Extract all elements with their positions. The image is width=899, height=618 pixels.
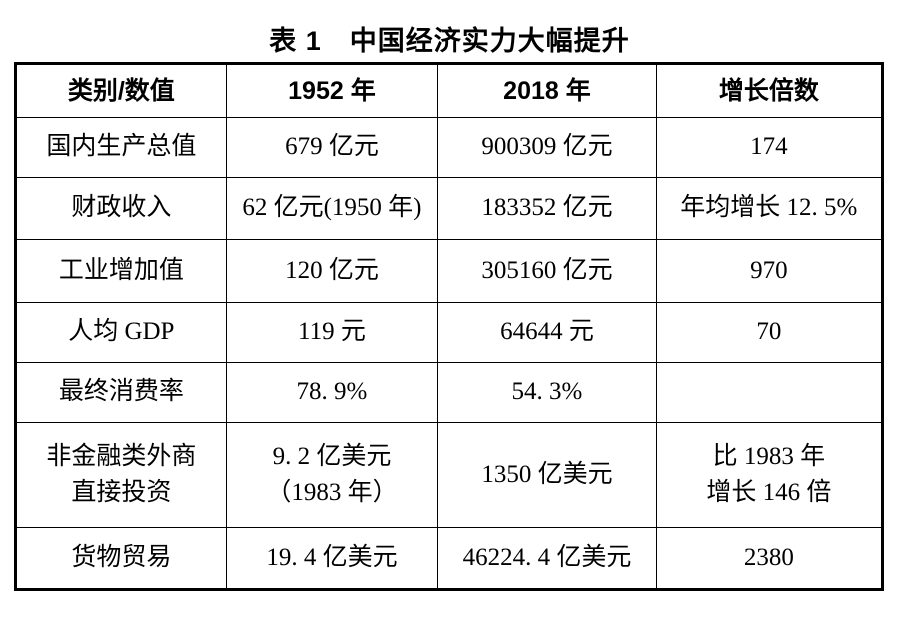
cell-2018: 305160 亿元 [437, 239, 657, 303]
table-row: 非金融类外商 直接投资 9. 2 亿美元 （1983 年） 1350 亿美元 比… [15, 422, 884, 528]
cell-growth: 70 [655, 302, 884, 363]
cell-1952: 679 亿元 [225, 117, 439, 178]
table-row: 工业增加值 120 亿元 305160 亿元 970 [15, 239, 884, 303]
cell-1952: 119 元 [225, 302, 439, 363]
cell-2018: 64644 元 [437, 302, 657, 363]
table-row: 货物贸易 19. 4 亿美元 46224. 4 亿美元 2380 [15, 527, 884, 590]
header-2018: 2018 年 [437, 63, 657, 118]
cell-2018: 900309 亿元 [437, 117, 657, 178]
cell-1952: 19. 4 亿美元 [225, 527, 439, 590]
header-category: 类别/数值 [15, 63, 227, 118]
table-row: 财政收入 62 亿元(1950 年) 183352 亿元 年均增长 12. 5% [15, 177, 884, 240]
cell-growth: 年均增长 12. 5% [655, 177, 884, 240]
cell-category: 财政收入 [15, 177, 227, 240]
table-header-row: 类别/数值 1952 年 2018 年 增长倍数 [15, 63, 884, 118]
cell-category: 非金融类外商 直接投资 [15, 422, 227, 528]
cell-1952: 78. 9% [225, 362, 439, 423]
cell-category: 货物贸易 [15, 527, 227, 590]
cell-growth: 970 [655, 239, 884, 303]
header-growth: 增长倍数 [655, 63, 884, 118]
cell-category: 最终消费率 [15, 362, 227, 423]
table-title: 表 1 中国经济实力大幅提升 [269, 25, 630, 56]
cell-2018: 46224. 4 亿美元 [437, 527, 657, 590]
title-bar: 表 1 中国经济实力大幅提升 [0, 0, 899, 62]
cell-1952: 9. 2 亿美元 （1983 年） [225, 422, 439, 528]
cell-growth: 比 1983 年 增长 146 倍 [655, 422, 884, 528]
cell-1952: 62 亿元(1950 年) [225, 177, 439, 240]
cell-2018: 1350 亿美元 [437, 422, 657, 528]
cell-growth: 2380 [655, 527, 884, 590]
header-1952: 1952 年 [225, 63, 439, 118]
cell-category: 工业增加值 [15, 239, 227, 303]
cell-category: 国内生产总值 [15, 117, 227, 178]
cell-growth: 174 [655, 117, 884, 178]
table-row: 人均 GDP 119 元 64644 元 70 [15, 302, 884, 363]
table-row: 最终消费率 78. 9% 54. 3% [15, 362, 884, 423]
economy-table: 类别/数值 1952 年 2018 年 增长倍数 国内生产总值 679 亿元 9… [14, 62, 884, 591]
cell-category: 人均 GDP [15, 302, 227, 363]
cell-1952: 120 亿元 [225, 239, 439, 303]
cell-2018: 54. 3% [437, 362, 657, 423]
table-row: 国内生产总值 679 亿元 900309 亿元 174 [15, 117, 884, 178]
cell-2018: 183352 亿元 [437, 177, 657, 240]
cell-growth [655, 362, 884, 423]
